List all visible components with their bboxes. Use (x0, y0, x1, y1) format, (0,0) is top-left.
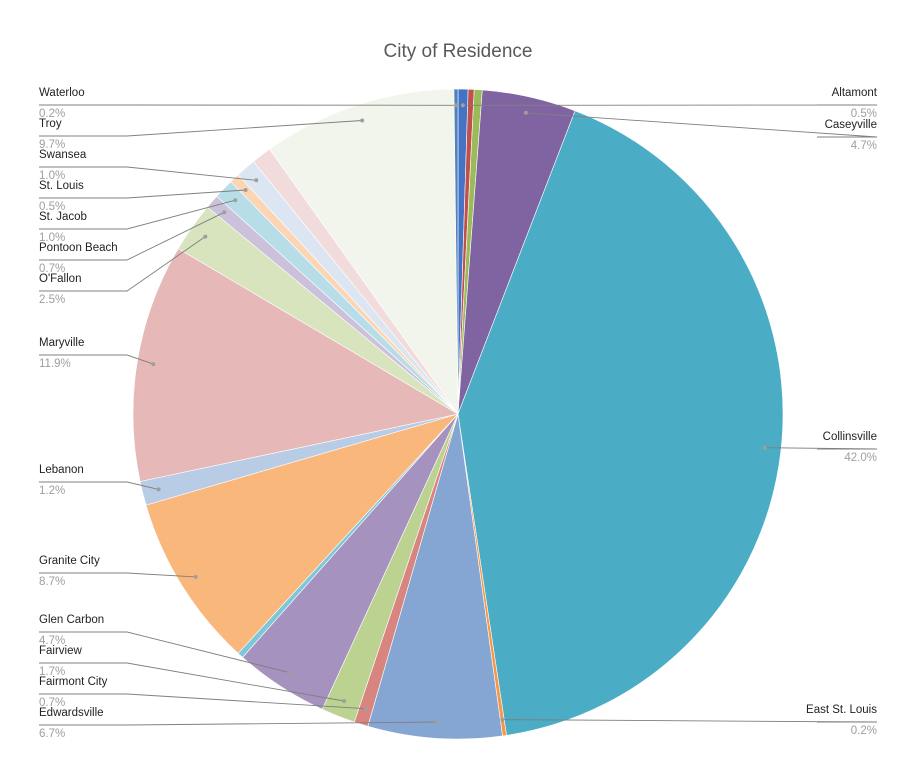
slice-label-east-st-louis: East St. Louis (806, 704, 877, 716)
leader-dot-waterloo (454, 103, 459, 108)
slice-percent-maryville: 11.9% (39, 358, 71, 370)
leader-line-east-st-louis (502, 719, 878, 723)
leader-dot-edwardsville (433, 720, 438, 724)
leader-line-granite-city (39, 572, 196, 578)
slice-label-collinsville: Collinsville (823, 431, 877, 443)
leader-dot-st-jacob (233, 198, 238, 203)
leader-dot-st-louis (243, 188, 248, 192)
slice-label-maryville: Maryville (39, 337, 84, 349)
slice-label-fairmont-city: Fairmont City (39, 676, 108, 688)
leader-dot-altamont (460, 103, 465, 108)
leader-line-edwardsville (39, 721, 436, 726)
slice-percent-east-st-louis: 0.2% (851, 725, 877, 737)
slice-percent-glen-carbon: 4.7% (39, 635, 65, 647)
slice-percent-o-fallon: 2.5% (39, 294, 65, 306)
slice-label-granite-city: Granite City (39, 555, 100, 567)
leader-dot-o-fallon (203, 234, 208, 239)
slice-label-glen-carbon: Glen Carbon (39, 614, 104, 626)
slice-percent-waterloo: 0.2% (39, 108, 65, 120)
slice-percent-st-jacob: 1.0% (39, 232, 65, 244)
leader-dot-troy (360, 118, 365, 123)
leader-line-swansea (39, 166, 257, 181)
slice-percent-fairmont-city: 0.7% (39, 697, 65, 709)
leader-dot-maryville (151, 362, 156, 367)
leader-dot-fairmont-city (363, 706, 368, 711)
slice-label-edwardsville: Edwardsville (39, 707, 104, 719)
slice-label-st-jacob: St. Jacob (39, 211, 87, 223)
leader-dot-fairview (342, 699, 347, 703)
slice-percent-altamont: 0.5% (851, 108, 877, 120)
slice-percent-st-louis: 0.5% (39, 201, 65, 213)
slice-percent-pontoon-beach: 0.7% (39, 263, 65, 275)
slice-label-swansea: Swansea (39, 149, 87, 161)
slice-label-waterloo: Waterloo (39, 87, 85, 99)
leader-line-pontoon-beach (39, 211, 225, 261)
slice-percent-swansea: 1.0% (39, 170, 65, 182)
slice-label-st-louis: St. Louis (39, 180, 84, 192)
slice-percent-troy: 9.7% (39, 139, 65, 151)
slice-waterloo (453, 88, 459, 415)
slice-percent-lebanon: 1.2% (39, 485, 65, 497)
slice-collinsville (457, 110, 784, 736)
slice-maryville (132, 248, 459, 482)
slice-label-fairview: Fairview (39, 645, 83, 657)
slice-edwardsville (367, 413, 503, 740)
leader-line-st-jacob (39, 199, 236, 230)
slice-percent-fairview: 1.7% (39, 666, 65, 678)
leader-dot-collinsville (762, 445, 767, 450)
leader-dot-swansea (254, 178, 259, 183)
pie-labels: Altamont0.5%Caseyville4.7%Collinsville42… (39, 87, 878, 740)
leader-dot-glen-carbon (287, 670, 292, 675)
slice-label-o-fallon: O'Fallon (39, 273, 81, 285)
leader-line-troy (39, 120, 363, 137)
leader-line-st-louis (39, 189, 246, 199)
slice-percent-caseyville: 4.7% (851, 140, 877, 152)
slice-percent-edwardsville: 6.7% (39, 728, 65, 740)
slice-label-altamont: Altamont (832, 87, 878, 99)
chart-title: City of Residence (384, 41, 533, 62)
leader-dot-lebanon (156, 487, 161, 492)
slice-label-troy: Troy (39, 118, 62, 130)
slice-percent-collinsville: 42.0% (844, 452, 877, 464)
leader-line-caseyville (525, 112, 878, 138)
slice-label-lebanon: Lebanon (39, 464, 84, 476)
leader-line-lebanon (39, 481, 159, 490)
leader-line-collinsville (764, 447, 878, 450)
slice-granite-city (145, 413, 459, 654)
leader-line-fairview (39, 662, 345, 702)
leader-dot-granite-city (193, 574, 198, 579)
leader-line-maryville (39, 354, 154, 365)
slice-label-pontoon-beach: Pontoon Beach (39, 242, 118, 254)
leader-line-o-fallon (39, 236, 206, 292)
leader-line-fairmont-city (39, 693, 366, 710)
leader-line-glen-carbon (39, 631, 290, 674)
leader-dot-east-st-louis (500, 717, 505, 722)
leader-dot-caseyville (523, 110, 528, 115)
slice-label-caseyville: Caseyville (825, 119, 877, 131)
pie-slices (132, 88, 784, 740)
leader-dot-pontoon-beach (222, 210, 227, 215)
slice-percent-granite-city: 8.7% (39, 576, 65, 588)
